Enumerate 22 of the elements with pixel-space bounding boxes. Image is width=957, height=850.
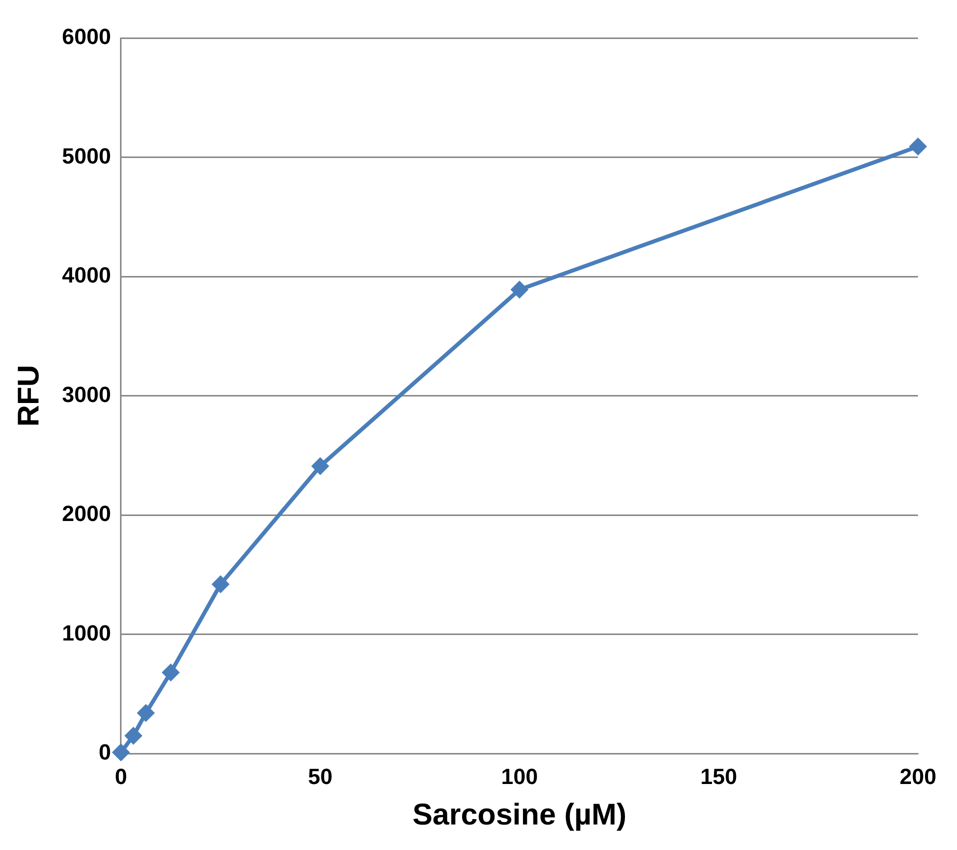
y-tick-label: 2000	[62, 501, 111, 526]
point	[909, 138, 927, 156]
y-tick-label: 3000	[62, 382, 111, 407]
y-tick-label: 1000	[62, 620, 111, 646]
y-axis-title: RFU	[12, 364, 46, 427]
x-tick-label: 50	[308, 764, 332, 789]
point	[124, 726, 142, 745]
x-tick-label: 100	[501, 764, 538, 789]
point	[112, 743, 130, 762]
x-axis-title: Sarcosine (µM)	[412, 798, 626, 832]
point	[136, 704, 155, 722]
x-tick-label: 150	[700, 764, 738, 789]
y-tick-label: 0	[98, 740, 111, 765]
point	[212, 575, 230, 594]
point	[510, 280, 528, 299]
y-tick-label: 5000	[62, 143, 111, 168]
x-tick-label: 0	[114, 764, 128, 789]
x-tick-label: 200	[900, 764, 936, 789]
y-tick-label: 4000	[62, 262, 111, 288]
y-tick-label: 6000	[62, 24, 111, 50]
point	[162, 664, 180, 682]
point	[311, 457, 330, 476]
